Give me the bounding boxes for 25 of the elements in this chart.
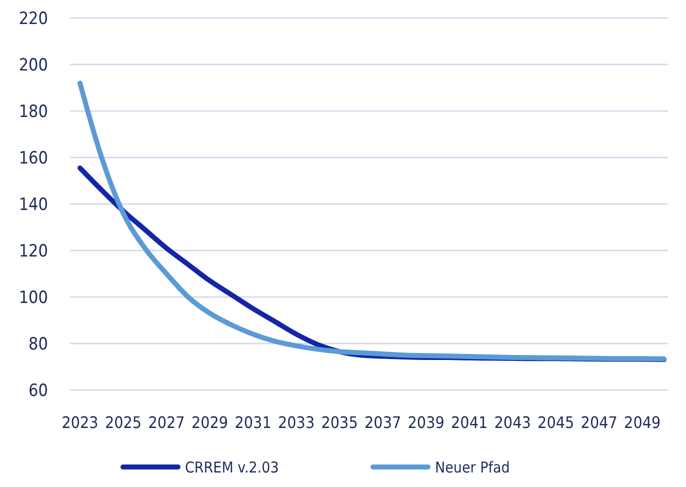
x-tick-label: 2025 [104,413,142,432]
x-tick-label: 2047 [580,413,618,432]
x-tick-label: 2027 [148,413,185,432]
x-tick-label: 2043 [494,413,531,432]
x-tick-label: 2029 [191,413,228,432]
y-tick-label: 180 [18,102,48,122]
x-tick-label: 2023 [62,413,98,432]
x-tick-label: 2049 [624,413,661,432]
y-tick-label: 220 [18,8,48,29]
x-tick-label: 2033 [278,413,315,432]
y-tick-label: 100 [18,288,48,308]
y-tick-label: 160 [18,148,48,168]
x-tick-label: 2041 [451,413,488,432]
legend-label: Neuer Pfad [435,458,510,476]
y-tick-label: 140 [18,194,48,215]
x-tick-label: 2035 [321,413,358,432]
y-tick-label: 200 [18,55,48,76]
y-tick-label: 60 [28,380,48,401]
x-tick-label: 2037 [364,413,402,432]
y-tick-label: 80 [28,334,48,354]
x-tick-label: 2039 [408,413,444,432]
x-tick-label: 2045 [538,413,574,432]
y-tick-label: 120 [18,241,48,262]
x-tick-label: 2031 [234,413,272,432]
legend-label: CRREM v.2.03 [185,458,279,476]
